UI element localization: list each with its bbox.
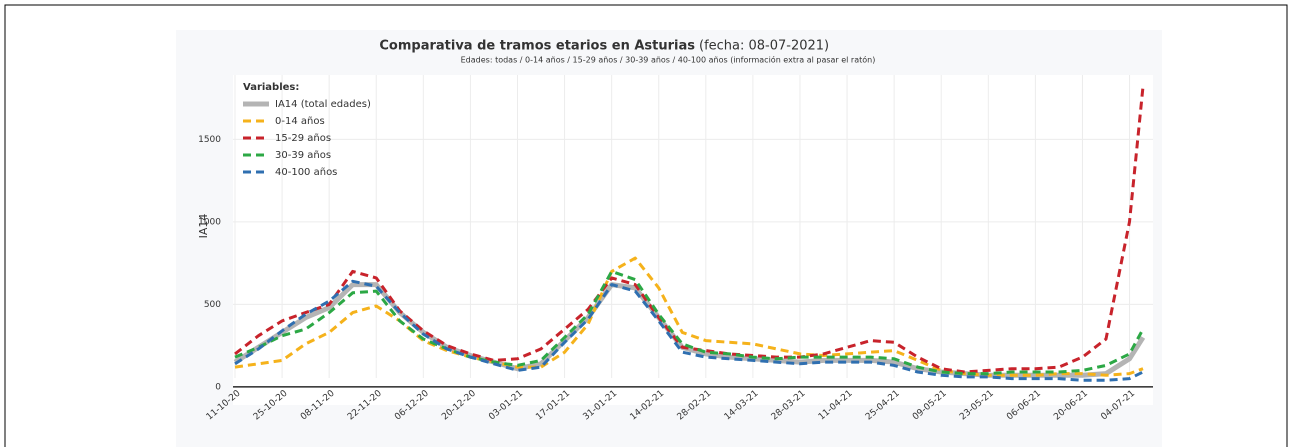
legend-label: 40-100 años [275,167,337,178]
series-line [234,86,1145,374]
series-line [234,269,1145,376]
y-tick-label: 500 [204,300,221,310]
series-line [234,256,1144,377]
chart-title: Comparativa de tramos etarios en Asturia… [379,39,695,54]
series-line [234,279,1144,382]
y-tick-label: 1000 [198,217,221,227]
legend-label: IA14 (total edades) [275,99,371,110]
legend-label: 15-29 años [275,133,331,144]
chart-subtitle: Edades: todas / 0-14 años / 15-29 años /… [461,55,876,65]
y-axis-label: IA14 [197,214,210,239]
legend-label: 30-39 años [275,150,331,161]
legend-label: 0-14 años [275,116,325,127]
legend-title: Variables: [243,82,299,93]
y-tick-label: 1500 [198,135,221,145]
chart-title-date: (fecha: 08-07-2021) [699,39,829,54]
plot-area [233,75,1153,405]
y-tick-label: 0 [215,382,221,392]
